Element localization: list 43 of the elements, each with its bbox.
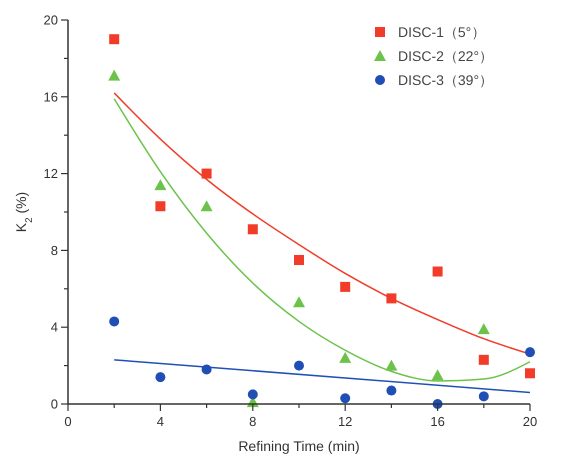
point <box>432 369 444 380</box>
point <box>432 266 443 277</box>
point <box>248 389 258 400</box>
y-tick-label: 12 <box>44 166 58 182</box>
point <box>248 224 258 234</box>
point <box>340 393 350 404</box>
point <box>525 347 535 358</box>
point <box>385 360 398 371</box>
y-tick-label: 8 <box>50 242 58 258</box>
point <box>200 200 213 212</box>
point <box>202 364 212 374</box>
legend-label: DISC-2（22°） <box>398 48 494 64</box>
point <box>202 168 212 179</box>
point <box>386 386 396 396</box>
x-tick-label: 0 <box>64 414 72 429</box>
y-tick-label: 16 <box>44 89 58 104</box>
x-tick-label: 20 <box>522 414 538 429</box>
point <box>339 352 352 363</box>
point <box>478 391 489 402</box>
x-tick-label: 4 <box>156 414 164 429</box>
x-axis-title: Refining Time (min) <box>238 438 360 454</box>
point <box>386 293 396 304</box>
y-tick-label: 20 <box>44 12 58 28</box>
x-tick-label: 8 <box>249 414 256 429</box>
point <box>155 372 166 382</box>
point <box>294 255 304 265</box>
point <box>155 201 166 212</box>
point <box>154 179 166 190</box>
point <box>109 34 120 44</box>
point <box>478 354 489 365</box>
point <box>478 323 490 334</box>
point <box>340 282 350 292</box>
point <box>109 316 120 326</box>
x-tick-label: 16 <box>430 414 445 429</box>
legend-label: DISC-1（5°） <box>398 24 486 40</box>
y-tick-label: 0 <box>50 396 58 412</box>
legend-label: DISC-3（39°） <box>398 72 494 88</box>
point <box>294 360 304 371</box>
point <box>525 368 535 378</box>
point <box>293 296 305 308</box>
x-tick-label: 12 <box>338 414 352 429</box>
y-tick-label: 4 <box>50 320 58 335</box>
point <box>108 70 120 81</box>
